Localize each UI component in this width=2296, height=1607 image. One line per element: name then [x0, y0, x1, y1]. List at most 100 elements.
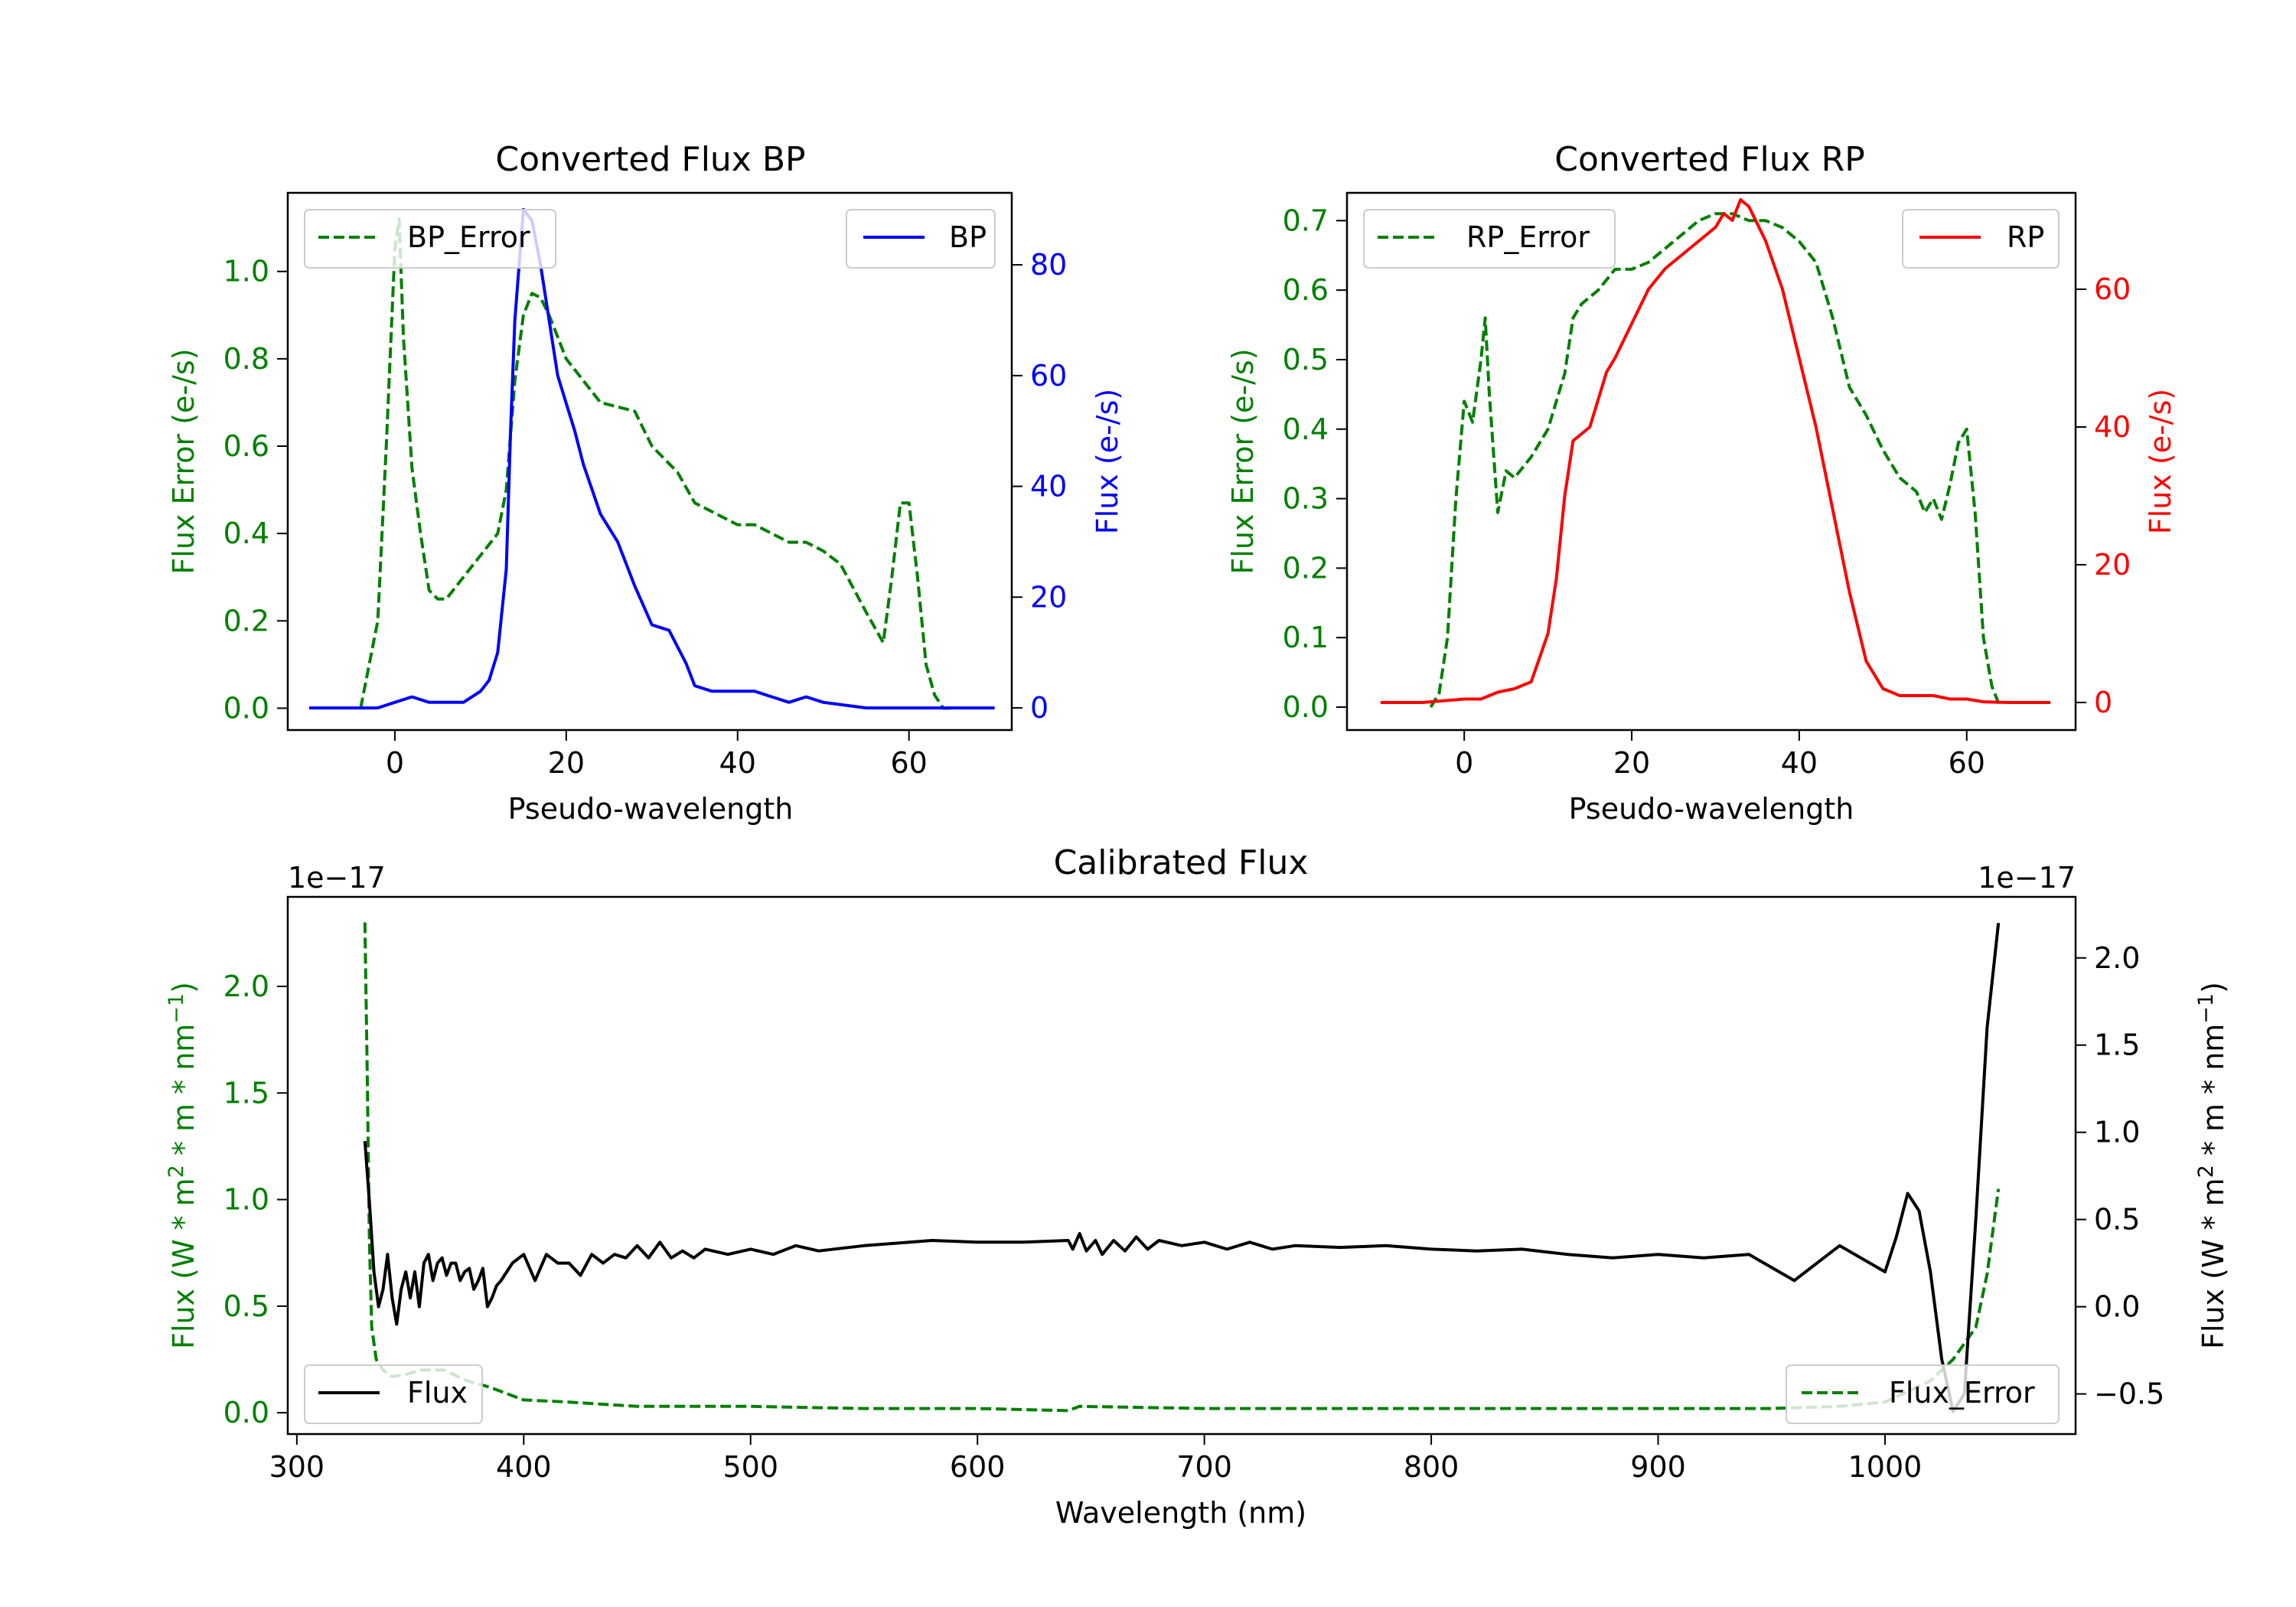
- cal-ylabel-right-post: * nm: [2197, 1024, 2230, 1103]
- rp-xtick-label-0: 0: [1455, 746, 1473, 780]
- rp-title: Converted Flux RP: [1554, 140, 1865, 179]
- bp-ylabel-left: Flux Error (e-/s): [167, 348, 201, 574]
- cal-xtick-label-2: 500: [722, 1450, 778, 1484]
- cal-series-flux: [363, 922, 2001, 1413]
- cal-legend-right-box: [1786, 1364, 2060, 1424]
- cal-xtick-label-7: 1000: [1848, 1450, 1923, 1484]
- bp-frame: [286, 191, 1013, 732]
- bp-xlabel: Pseudo-wavelength: [508, 792, 794, 826]
- cal-ytick-right-label-0: −0.5: [2094, 1377, 2164, 1411]
- rp-ytick-left-label-1: 0.1: [1283, 621, 1329, 654]
- rp-xtick-label-3: 60: [1949, 746, 1985, 780]
- bp-ytick-right-label-3: 60: [1030, 359, 1067, 393]
- bp-ytick-right-label-1: 20: [1030, 580, 1067, 614]
- cal-ytick-right-label-1: 0.0: [2094, 1290, 2140, 1324]
- rp-frame: [1345, 191, 2077, 732]
- cal-ylabel-right-pre: Flux (W * m: [2197, 1178, 2230, 1349]
- bp-legend-left-label: BP_Error: [407, 220, 530, 254]
- bp-ytick-left-label-5: 1.0: [223, 255, 269, 288]
- cal-xtick-label-3: 600: [950, 1450, 1006, 1484]
- cal-legend-right: Flux_Error: [1786, 1364, 2060, 1424]
- bp-title: Converted Flux BP: [495, 140, 805, 179]
- cal-legend-left: Flux: [304, 1364, 483, 1424]
- bp-ytick-right-label-0: 0: [1030, 691, 1049, 725]
- rp-legend-left-box: [1363, 209, 1616, 269]
- cal-ylabel-left-mid: * m: [167, 1103, 201, 1165]
- cal-ylabel-right-sup2: −1: [2194, 993, 2218, 1024]
- cal-frame: [286, 895, 2077, 1436]
- rp-plot-area: 0 20 40 60 0.0 0.1 0.2 0.3 0.4 0.5 0.6 0.7 0 20 40 60: [1283, 198, 2131, 780]
- bp-ytick-left-label-0: 0.0: [223, 691, 269, 725]
- cal-ylabel-left-sup2: −1: [165, 993, 188, 1024]
- rp-ytick-left-label-3: 0.3: [1283, 482, 1329, 516]
- rp-legend-left-label: RP_Error: [1466, 220, 1590, 254]
- bp-ylabel-right: Flux (e-/s): [1091, 389, 1124, 534]
- rp-ytick-left-label-5: 0.5: [1283, 343, 1329, 376]
- bp-ytick-left-label-3: 0.6: [223, 429, 269, 463]
- cal-ytick-right-label-5: 2.0: [2094, 941, 2140, 975]
- cal-ylabel-left-post: * nm: [167, 1024, 201, 1103]
- cal-ytick-left-label-1: 0.5: [223, 1289, 269, 1323]
- rp-ytick-left-label-6: 0.6: [1283, 273, 1329, 307]
- bp-series-bp: [309, 207, 995, 710]
- cal-ytick-right-label-3: 1.0: [2094, 1116, 2140, 1149]
- cal-xtick-label-0: 300: [269, 1450, 325, 1484]
- cal-ylabel-right: Flux (W * m2 * m * nm−1): [2194, 982, 2230, 1349]
- cal-ylabel-left-sup1: 2: [165, 1165, 188, 1178]
- cal-xtick-label-4: 700: [1176, 1450, 1232, 1484]
- rp-xtick-label-1: 20: [1613, 746, 1650, 780]
- cal-ylabel-right-sup1: 2: [2194, 1165, 2218, 1178]
- rp-xlabel: Pseudo-wavelength: [1569, 792, 1854, 826]
- bp-ytick-left-label-2: 0.4: [223, 517, 269, 550]
- cal-xlabel: Wavelength (nm): [1055, 1496, 1306, 1530]
- rp-legend-right: RP: [1902, 209, 2060, 269]
- cal-title: Calibrated Flux: [1054, 843, 1309, 882]
- bp-legend-right-label: BP: [949, 220, 987, 254]
- cal-offset-right: 1e−17: [1978, 861, 2076, 895]
- rp-ytick-left-label-4: 0.4: [1283, 412, 1329, 446]
- bp-ytick-left-label-4: 0.8: [223, 342, 269, 376]
- cal-legend-left-label: Flux: [407, 1376, 468, 1410]
- bp-ytick-right-label-4: 80: [1030, 248, 1067, 282]
- cal-ytick-right-label-4: 1.5: [2094, 1028, 2140, 1062]
- cal-panel: Calibrated Flux 1e−17 1e−17 300 400 500 600…: [165, 843, 2230, 1530]
- bp-ytick-left-label-1: 0.2: [223, 604, 269, 637]
- bp-ytick-right-label-2: 40: [1030, 470, 1067, 504]
- bp-panel: Converted Flux BP 0 20 40 60 0.0 0.2 0.4 0.6 0.8…: [167, 140, 1124, 826]
- bp-xtick-label-0: 0: [386, 746, 404, 780]
- rp-ytick-right-label-3: 60: [2094, 272, 2131, 306]
- cal-xtick-label-1: 400: [496, 1450, 552, 1484]
- rp-ytick-left-label-2: 0.2: [1283, 551, 1329, 585]
- rp-ylabel-left: Flux Error (e-/s): [1226, 348, 1260, 574]
- cal-xtick-label-6: 900: [1630, 1450, 1686, 1484]
- cal-ylabel-left-close: ): [167, 982, 201, 993]
- rp-series-rp: [1380, 198, 2051, 704]
- rp-panel: Converted Flux RP 0 20 40 60 0.0 0.1 0.2 0.3 0.4…: [1226, 140, 2177, 826]
- cal-legend-right-label: Flux_Error: [1889, 1376, 2035, 1410]
- bp-series-bp-error: [359, 217, 952, 710]
- rp-ytick-right-label-0: 0: [2094, 686, 2112, 719]
- rp-ytick-right-label-1: 20: [2094, 548, 2131, 582]
- cal-ytick-left-label-0: 0.0: [223, 1396, 269, 1429]
- rp-ytick-left-label-7: 0.7: [1283, 204, 1329, 237]
- bp-xtick-label-1: 20: [548, 746, 585, 780]
- rp-ytick-left-label-0: 0.0: [1283, 690, 1329, 724]
- bp-xtick-label-3: 60: [890, 746, 927, 780]
- rp-legend-right-label: RP: [2007, 220, 2044, 254]
- cal-ytick-left-label-3: 1.5: [223, 1076, 269, 1110]
- bp-legend-right: BP: [846, 209, 996, 269]
- cal-ylabel-right-mid: * m: [2197, 1103, 2230, 1165]
- cal-ylabel-left-pre: Flux (W * m: [167, 1178, 201, 1349]
- bp-legend-left: BP_Error: [304, 209, 556, 269]
- cal-ytick-left-label-2: 1.0: [223, 1183, 269, 1217]
- bp-plot-area: 0 20 40 60 0.0 0.2 0.4 0.6 0.8 1.0 0 20 40 60 80: [223, 207, 1067, 780]
- rp-xtick-label-2: 40: [1781, 746, 1818, 780]
- bp-legend-left-box: [304, 209, 556, 269]
- cal-ytick-right-label-2: 0.5: [2094, 1203, 2140, 1237]
- cal-ylabel-right-close: ): [2197, 982, 2230, 993]
- rp-legend-left: RP_Error: [1363, 209, 1616, 269]
- bp-xtick-label-2: 40: [719, 746, 756, 780]
- rp-ylabel-right: Flux (e-/s): [2144, 389, 2177, 534]
- cal-ytick-left-label-4: 2.0: [223, 970, 269, 1003]
